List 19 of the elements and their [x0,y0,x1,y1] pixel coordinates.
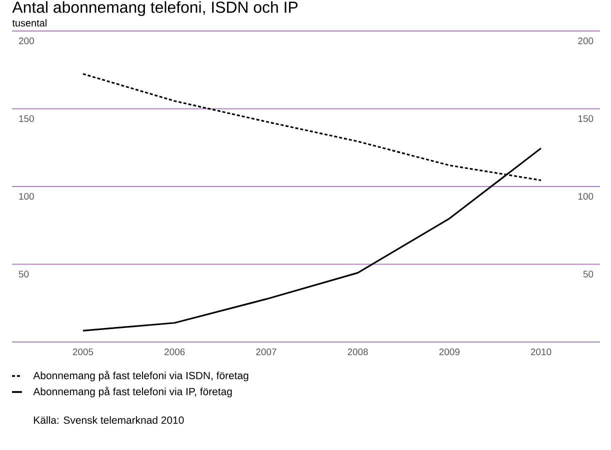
x-tick-label: 2010 [530,348,552,356]
x-tick-label: 2005 [72,348,94,356]
legend-label: Abonnemang på fast telefoni via IP, företag [33,386,232,398]
y-tick-label: 200 [18,38,34,44]
y2-tick-label: 200 [578,38,594,44]
y-tick-label: 150 [19,115,34,122]
y2-tick-label: 100 [578,193,594,200]
text: Källa: Svensk telemarknad 2010 [34,416,184,424]
x-tick-label: 2008 [348,348,368,356]
y-tick-label: 100 [19,193,34,200]
chart-title: Antal abonnemang telefoni, ISDN och IP [12,1,298,16]
y2-tick-label: 150 [578,115,594,122]
y2-tick-label: 50 [583,270,594,278]
x-tick-label: 2009 [439,348,460,356]
legend-label: Abonnemang på fast telefoni via ISDN, företag [33,370,248,382]
x-tick-label: 2007 [256,348,276,356]
y-axis-title: tusental [12,19,46,27]
x-tick-label: 2006 [164,348,185,356]
y-tick-label: 50 [18,270,29,278]
